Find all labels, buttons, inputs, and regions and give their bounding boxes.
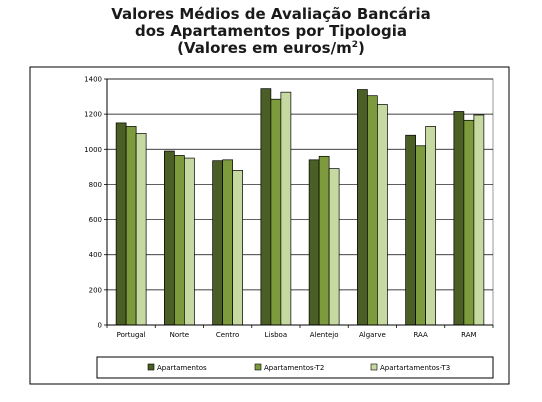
bar-apartartamentos-t3-alentejo bbox=[328, 168, 340, 326]
y-tick-label: 0 bbox=[98, 322, 102, 330]
bar-apartamentos-t2-algarve bbox=[367, 95, 378, 326]
x-tick-label: RAA bbox=[413, 331, 428, 339]
bar-apartartamentos-t3-centro bbox=[232, 170, 243, 326]
bar-apartamentos-lisboa bbox=[260, 88, 272, 326]
y-tick-label: 400 bbox=[89, 251, 102, 259]
y-tick-label: 1200 bbox=[84, 111, 102, 119]
legend-label: Apartamentos bbox=[157, 364, 207, 372]
x-tick-label: Alentejo bbox=[310, 331, 339, 339]
x-tick-label: RAM bbox=[461, 331, 476, 339]
bar-apartamentos-norte bbox=[164, 150, 175, 326]
bar-apartamentos-t2-norte bbox=[174, 155, 185, 326]
legend-box bbox=[96, 356, 494, 379]
chart-title-line-3-close: ) bbox=[357, 39, 365, 57]
bar-apartamentos-portugal bbox=[115, 122, 127, 326]
chart-title-line-3-text: (Valores em euros/m bbox=[177, 39, 352, 57]
bar-apartamentos-centro bbox=[212, 160, 223, 326]
chart-title-line-1: Valores Médios de Avaliação Bancária bbox=[111, 5, 431, 23]
x-tick-label: Centro bbox=[216, 331, 239, 339]
bar-apartamentos-t2-lisboa bbox=[270, 98, 282, 326]
y-tick-label: 1400 bbox=[84, 76, 102, 84]
legend-label: Apartamentos-T2 bbox=[264, 364, 324, 372]
bar-apartamentos-ram bbox=[453, 111, 465, 326]
legend-label: Apartartamentos-T3 bbox=[380, 364, 450, 372]
bar-apartartamentos-t3-raa bbox=[425, 126, 436, 326]
bar-apartamentos-t2-ram bbox=[463, 119, 475, 326]
x-axis: Portugal Norte Centro Lisboa Alentejo Algarve… bbox=[106, 324, 494, 339]
bar-apartartamentos-t3-lisboa bbox=[280, 91, 292, 326]
bar-apartamentos-t2-centro bbox=[222, 159, 233, 326]
x-tick-label: Portugal bbox=[117, 331, 146, 339]
y-axis: 0 200 400 600 800 1000 1200 1400 bbox=[84, 76, 108, 330]
chart-title: Valores Médios de Avaliação Bancária dos… bbox=[0, 6, 542, 57]
x-tick-label: Lisboa bbox=[265, 331, 288, 339]
chart-title-superscript: 2 bbox=[351, 40, 358, 50]
bar-apartartamentos-t3-algarve bbox=[377, 104, 388, 326]
chart-title-line-2: dos Apartamentos por Tipologia bbox=[135, 22, 407, 40]
bar-apartartamentos-t3-portugal bbox=[135, 133, 147, 326]
y-tick-label: 800 bbox=[89, 181, 102, 189]
legend-swatch bbox=[254, 363, 262, 371]
y-tick-label: 1000 bbox=[84, 146, 102, 154]
legend-swatch bbox=[370, 363, 378, 371]
bar-apartamentos-raa bbox=[405, 134, 416, 326]
bar-apartamentos-t2-raa bbox=[415, 145, 426, 326]
bar-apartamentos-t2-portugal bbox=[125, 126, 137, 326]
bars bbox=[115, 88, 485, 326]
bar-apartamentos-alentejo bbox=[308, 159, 320, 326]
x-tick-label: Algarve bbox=[359, 331, 386, 339]
bar-apartartamentos-t3-norte bbox=[184, 157, 195, 326]
y-tick-label: 200 bbox=[89, 286, 102, 294]
chart-frame bbox=[29, 66, 510, 385]
chart-title-line-3: (Valores em euros/m2) bbox=[0, 40, 542, 57]
legend-swatch bbox=[147, 363, 155, 371]
legend: Apartamentos Apartamentos-T2 Apartartament… bbox=[147, 363, 450, 372]
y-tick-label: 600 bbox=[89, 216, 102, 224]
bar-apartamentos-algarve bbox=[357, 89, 368, 326]
x-tick-label: Norte bbox=[170, 331, 189, 339]
bar-apartartamentos-t3-ram bbox=[473, 114, 485, 326]
bar-apartamentos-t2-alentejo bbox=[318, 155, 330, 326]
